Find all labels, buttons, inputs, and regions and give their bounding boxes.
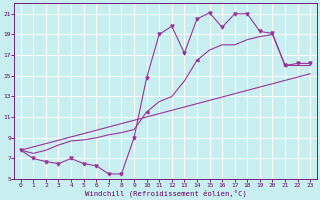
X-axis label: Windchill (Refroidissement éolien,°C): Windchill (Refroidissement éolien,°C): [84, 189, 246, 197]
